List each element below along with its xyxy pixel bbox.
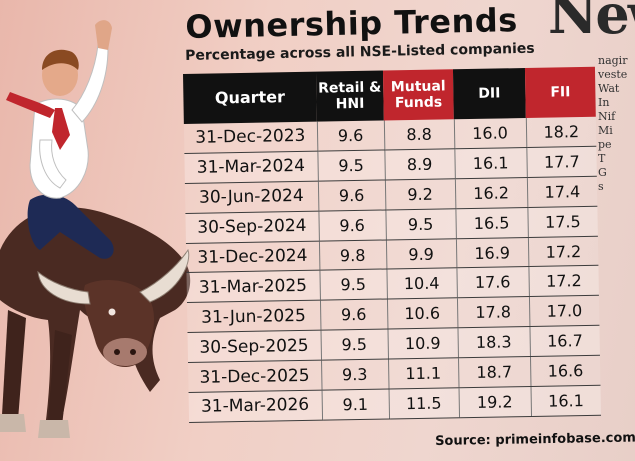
rider-hair [42, 49, 79, 70]
side-column-line: T [598, 152, 606, 165]
cell-retail-hni: 9.6 [317, 179, 386, 211]
side-column-line: Nif [598, 110, 616, 123]
rider-tie [52, 108, 70, 150]
cell-mutual-funds: 11.5 [388, 387, 460, 419]
cell-fii: 17.5 [527, 205, 598, 238]
cell-quarter: 31-Mar-2024 [184, 151, 318, 184]
cell-retail-hni: 9.1 [321, 388, 390, 421]
cell-quarter: 30-Sep-2025 [187, 330, 322, 363]
cell-retail-hni: 9.5 [320, 329, 389, 361]
cell-dii: 18.7 [457, 356, 531, 388]
column-header-retail-hni: Retail & HNI [315, 70, 384, 122]
cell-fii: 17.4 [526, 176, 598, 208]
masthead-fragment: New [548, 0, 635, 46]
cell-dii: 19.2 [458, 386, 532, 418]
cell-retail-hni: 9.5 [319, 269, 387, 301]
cell-fii: 16.7 [529, 325, 600, 357]
side-column-line: G [598, 166, 607, 179]
cell-quarter: 30-Jun-2024 [184, 180, 319, 214]
cell-mutual-funds: 9.5 [385, 208, 456, 240]
table-row: 31-Mar-2026 9.1 11.5 19.2 16.1 [188, 385, 602, 423]
rider-tie-flying [6, 92, 55, 118]
column-header-mutual-funds: Mutual Funds [382, 69, 454, 121]
cell-retail-hni: 9.6 [318, 209, 386, 241]
cell-quarter: 31-Dec-2023 [183, 121, 318, 154]
cell-fii: 18.2 [525, 116, 597, 148]
cell-mutual-funds: 8.9 [384, 148, 455, 180]
bull-leg-back [2, 310, 26, 420]
cell-mutual-funds: 9.9 [385, 238, 457, 270]
cell-retail-hni: 9.3 [321, 359, 389, 391]
bull-horn-left [37, 270, 91, 305]
cell-mutual-funds: 11.1 [388, 357, 459, 389]
rider-hand [95, 20, 112, 50]
column-header-dii: DII [452, 68, 526, 120]
cell-mutual-funds: 10.4 [386, 268, 457, 300]
cell-dii: 16.9 [455, 237, 529, 269]
bull-eye [108, 308, 116, 316]
rider-arm-lower [39, 139, 67, 189]
cell-quarter: 31-Dec-2024 [185, 240, 320, 273]
cell-mutual-funds: 10.6 [386, 298, 458, 330]
chart-title: Ownership Trends [185, 1, 519, 46]
cell-fii: 17.2 [528, 265, 599, 297]
rider-shirt [29, 98, 89, 199]
cell-quarter: 31-Dec-2025 [188, 360, 322, 393]
column-header-quarter: Quarter [183, 71, 317, 124]
cell-quarter: 31-Mar-2025 [186, 270, 320, 303]
cell-retail-hni: 9.6 [316, 120, 385, 152]
column-header-fii: FII [524, 66, 596, 119]
cell-fii: 17.0 [528, 295, 600, 327]
ownership-table-container: Quarter Retail & HNI Mutual Funds DII FI… [183, 66, 602, 423]
ownership-table: Quarter Retail & HNI Mutual Funds DII FI… [183, 66, 602, 423]
bull-hoof [0, 414, 26, 432]
cell-dii: 16.5 [455, 207, 528, 239]
source-credit: Source: primeinfobase.com [435, 430, 635, 449]
cell-retail-hni: 9.8 [318, 239, 387, 271]
cell-retail-hni: 9.5 [317, 149, 385, 181]
side-column-line: Mi [598, 124, 613, 137]
cell-fii: 17.7 [526, 146, 597, 178]
cell-quarter: 30-Sep-2024 [185, 210, 319, 244]
cell-fii: 16.1 [530, 385, 602, 417]
cell-dii: 17.8 [456, 296, 530, 328]
bull-muzzle [103, 338, 147, 366]
cell-fii: 17.2 [527, 235, 599, 267]
cell-dii: 16.0 [453, 118, 527, 149]
cell-dii: 18.3 [457, 326, 530, 358]
cell-mutual-funds: 10.9 [387, 327, 458, 360]
cell-mutual-funds: 8.8 [383, 119, 455, 150]
cell-fii: 16.6 [529, 355, 601, 387]
side-column-line: Wat [598, 82, 620, 95]
cell-quarter: 31-Mar-2026 [188, 390, 323, 423]
cell-quarter: 31-Jun-2025 [186, 300, 321, 333]
side-column-line: In [598, 96, 610, 109]
adjacent-article-column: nagir veste Wat In Nif Mi pe T G s [598, 54, 635, 194]
side-column-line: pe [598, 138, 612, 151]
table-header-row: Quarter Retail & HNI Mutual Funds DII FI… [183, 66, 596, 124]
cell-dii: 17.6 [456, 266, 529, 299]
bull-rider-illustration [0, 20, 191, 438]
bull-horn-right [139, 248, 190, 303]
cell-mutual-funds: 9.2 [384, 178, 456, 210]
side-column-line: veste [598, 68, 628, 81]
bull-leg-front [48, 330, 72, 426]
rider-arm-raised [71, 44, 109, 123]
table-body: 31-Dec-2023 9.6 8.8 16.0 18.2 31-Mar-2024 9.5 8… [183, 116, 602, 423]
cell-dii: 16.2 [454, 177, 528, 209]
cell-retail-hni: 9.6 [319, 299, 388, 331]
side-column-line: nagir [598, 54, 628, 67]
rider-leg [27, 194, 114, 259]
side-column-line: s [598, 180, 604, 193]
bull-hoof [38, 420, 70, 438]
cell-dii: 16.1 [454, 147, 527, 179]
